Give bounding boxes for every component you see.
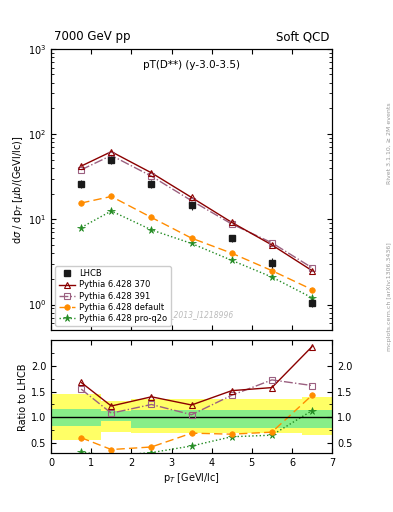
Y-axis label: Ratio to LHCB: Ratio to LHCB: [18, 363, 28, 431]
X-axis label: p$_T$ [GeVl/lc]: p$_T$ [GeVl/lc]: [163, 471, 220, 485]
Legend: LHCB, Pythia 6.428 370, Pythia 6.428 391, Pythia 6.428 default, Pythia 6.428 pro: LHCB, Pythia 6.428 370, Pythia 6.428 391…: [55, 266, 171, 326]
Text: LHCB_2013_I1218996: LHCB_2013_I1218996: [149, 310, 234, 319]
Text: Rivet 3.1.10, ≥ 2M events: Rivet 3.1.10, ≥ 2M events: [387, 102, 392, 184]
Y-axis label: d$\sigma$ / dp$_T$ [$\mu$b/(GeVl/lc)]: d$\sigma$ / dp$_T$ [$\mu$b/(GeVl/lc)]: [11, 135, 25, 244]
Text: Soft QCD: Soft QCD: [276, 30, 329, 43]
Text: mcplots.cern.ch [arXiv:1306.3436]: mcplots.cern.ch [arXiv:1306.3436]: [387, 243, 392, 351]
Text: pT(D**) (y-3.0-3.5): pT(D**) (y-3.0-3.5): [143, 60, 240, 70]
Text: 7000 GeV pp: 7000 GeV pp: [54, 30, 130, 43]
